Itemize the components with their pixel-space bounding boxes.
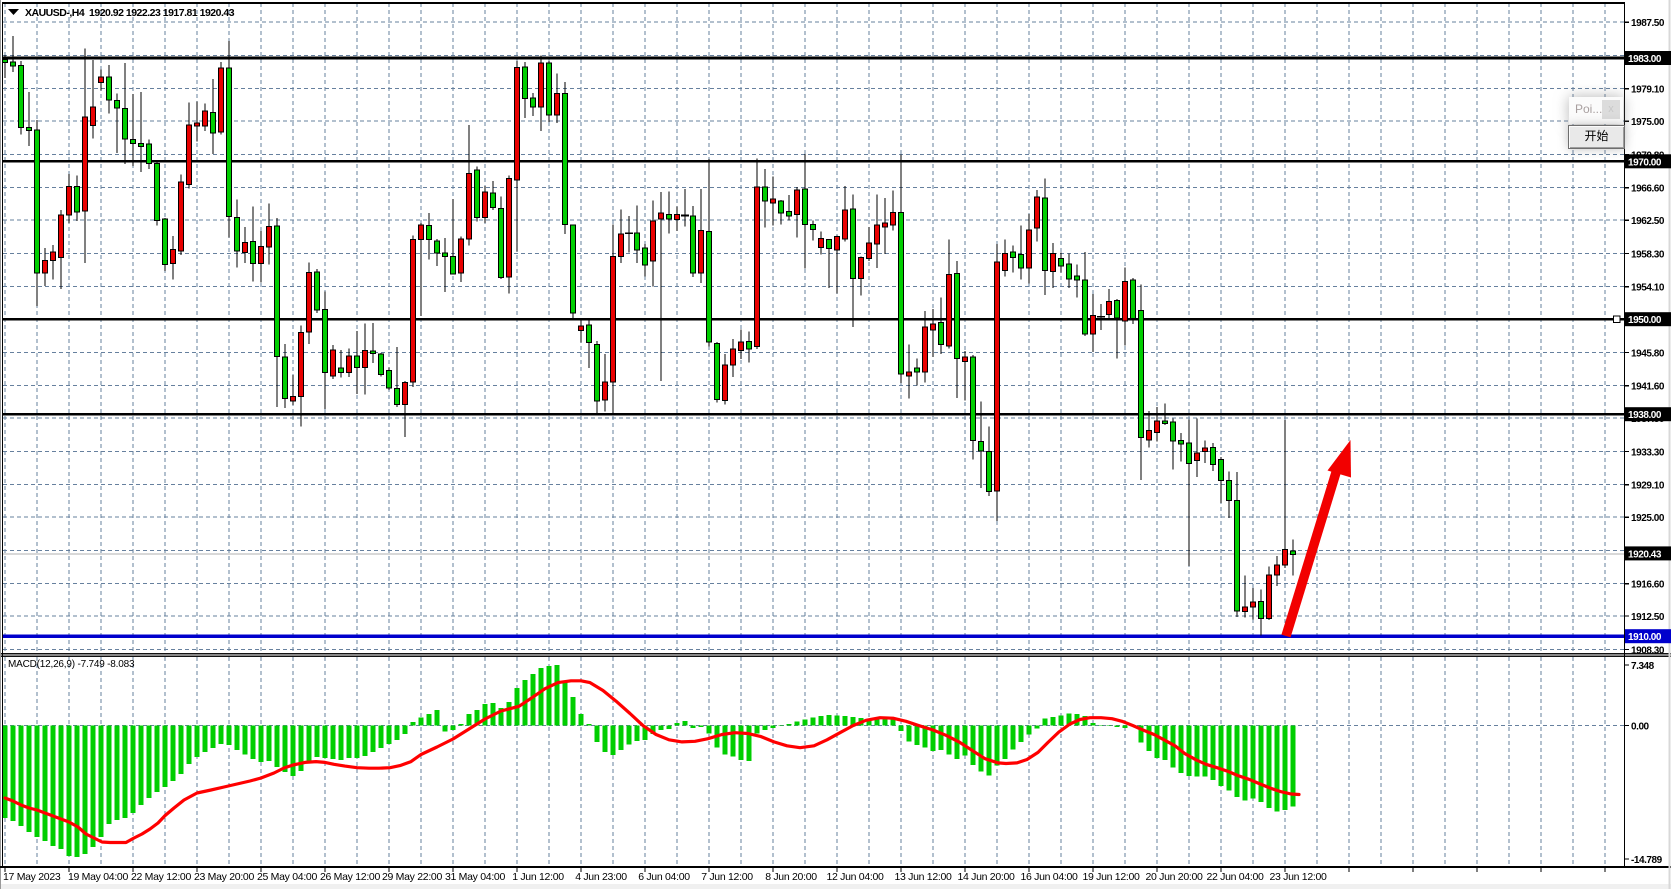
svg-text:XAUUSD-,H4 1920.92 1922.23 19: XAUUSD-,H4 1920.92 1922.23 1917.81 1920.… [25, 7, 235, 19]
svg-text:23 Jun 12:00: 23 Jun 12:00 [1269, 871, 1327, 883]
svg-text:1945.80: 1945.80 [1631, 348, 1665, 359]
svg-text:1962.50: 1962.50 [1631, 216, 1665, 227]
svg-text:4 Jun 23:00: 4 Jun 23:00 [575, 871, 627, 883]
svg-text:12 Jun 04:00: 12 Jun 04:00 [826, 871, 884, 883]
svg-text:-14.789: -14.789 [1631, 855, 1663, 866]
svg-text:1979.10: 1979.10 [1631, 85, 1665, 96]
svg-text:22 May 12:00: 22 May 12:00 [131, 871, 191, 883]
svg-text:1925.00: 1925.00 [1631, 513, 1665, 524]
svg-text:1929.10: 1929.10 [1631, 481, 1665, 492]
svg-text:20 Jun 20:00: 20 Jun 20:00 [1145, 871, 1203, 883]
svg-text:25 May 04:00: 25 May 04:00 [257, 871, 317, 883]
svg-text:19 Jun 12:00: 19 Jun 12:00 [1082, 871, 1140, 883]
svg-text:1966.60: 1966.60 [1631, 184, 1665, 195]
svg-text:31 May 04:00: 31 May 04:00 [445, 871, 505, 883]
svg-text:1958.30: 1958.30 [1631, 249, 1665, 260]
svg-text:1950.00: 1950.00 [1628, 315, 1662, 326]
svg-text:1970.00: 1970.00 [1628, 157, 1662, 168]
svg-text:1912.50: 1912.50 [1631, 612, 1665, 623]
svg-text:1 Jun 12:00: 1 Jun 12:00 [512, 871, 564, 883]
svg-text:19 May 04:00: 19 May 04:00 [68, 871, 128, 883]
svg-text:26 May 12:00: 26 May 12:00 [320, 871, 380, 883]
svg-text:23 May 20:00: 23 May 20:00 [194, 871, 254, 883]
svg-text:1987.50: 1987.50 [1631, 18, 1665, 29]
svg-text:1938.00: 1938.00 [1628, 410, 1662, 421]
svg-text:17 May 2023: 17 May 2023 [3, 871, 61, 883]
svg-text:1908.30: 1908.30 [1631, 645, 1665, 656]
svg-text:1916.60: 1916.60 [1631, 580, 1665, 591]
svg-text:8 Jun 20:00: 8 Jun 20:00 [765, 871, 817, 883]
svg-text:1920.43: 1920.43 [1628, 549, 1662, 560]
svg-text:16 Jun 04:00: 16 Jun 04:00 [1020, 871, 1078, 883]
svg-text:7.348: 7.348 [1631, 661, 1655, 672]
svg-text:14 Jun 20:00: 14 Jun 20:00 [957, 871, 1015, 883]
svg-text:13 Jun 12:00: 13 Jun 12:00 [894, 871, 952, 883]
svg-text:MACD(12,26,9) -7.749 -8.083: MACD(12,26,9) -7.749 -8.083 [8, 659, 135, 670]
svg-text:29 May 22:00: 29 May 22:00 [382, 871, 442, 883]
svg-text:1910.00: 1910.00 [1628, 632, 1662, 643]
svg-text:0.00: 0.00 [1631, 722, 1650, 733]
svg-text:1933.30: 1933.30 [1631, 447, 1665, 458]
svg-text:1954.10: 1954.10 [1631, 283, 1665, 294]
svg-text:1941.60: 1941.60 [1631, 382, 1665, 393]
svg-text:22 Jun 04:00: 22 Jun 04:00 [1206, 871, 1264, 883]
svg-text:1975.00: 1975.00 [1631, 117, 1665, 128]
svg-text:6 Jun 04:00: 6 Jun 04:00 [638, 871, 690, 883]
svg-text:1983.00: 1983.00 [1628, 54, 1662, 65]
svg-text:7 Jun 12:00: 7 Jun 12:00 [701, 871, 753, 883]
